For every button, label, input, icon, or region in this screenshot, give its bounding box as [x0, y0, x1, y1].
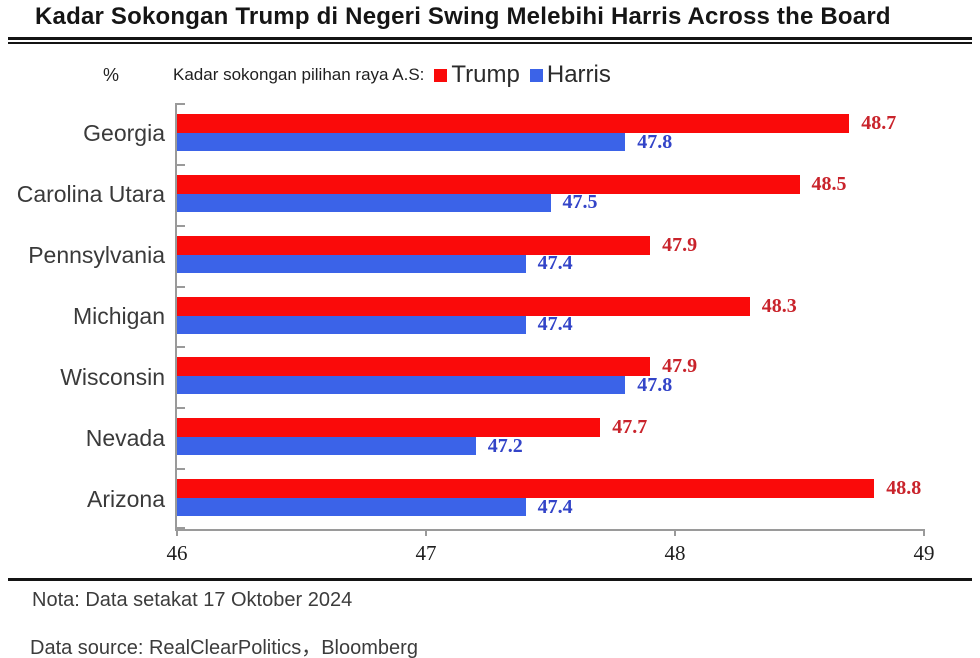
bar-harris [177, 437, 476, 456]
y-axis-tick [177, 224, 185, 227]
bar-value-label: 48.3 [761, 294, 797, 317]
bar-trump [177, 357, 651, 377]
y-axis-tick [177, 163, 185, 166]
chart-title: Kadar Sokongan Trump di Negeri Swing Mel… [35, 3, 891, 30]
bar-value-label: 47.9 [662, 233, 698, 256]
bar-value-label: 47.8 [637, 130, 673, 153]
bar-trump [177, 235, 651, 255]
bar-value-label: 48.8 [886, 477, 922, 500]
bar-value-label: 48.5 [811, 172, 847, 195]
bar-value-label: 47.4 [537, 495, 573, 518]
bar-harris [177, 315, 526, 334]
bar-value-label: 47.4 [537, 313, 573, 336]
category-label: Arizona [87, 485, 165, 512]
bar-value-label: 47.7 [612, 416, 648, 439]
legend-entry-trump: Trump [434, 61, 520, 89]
x-axis-tick-label: 47 [415, 541, 437, 565]
bar-value-label: 47.5 [562, 191, 598, 214]
data-source: Data source: RealClearPolitics，Bloomberg [30, 637, 418, 658]
bar-value-label: 47.4 [537, 252, 573, 275]
harris-color-swatch-icon [529, 68, 543, 82]
footer-divider-line [8, 578, 972, 581]
y-axis-tick [177, 285, 185, 288]
bar-trump [177, 418, 601, 438]
x-axis-tick-label: 48 [664, 541, 686, 565]
footnote: Nota: Data setakat 17 Oktober 2024 [32, 589, 353, 611]
bar-harris [177, 376, 626, 395]
legend-label-harris: Harris [546, 61, 611, 88]
bar-harris [177, 498, 526, 517]
legend-caption: Kadar sokongan pilihan raya A.S: [173, 65, 425, 84]
x-axis-tick-label: 49 [913, 541, 935, 565]
y-axis-tick [177, 407, 185, 410]
category-label: Wisconsin [60, 363, 165, 390]
bar-trump [177, 114, 850, 133]
y-axis-tick [177, 468, 185, 471]
category-label: Michigan [72, 303, 165, 329]
plot-area: Georgia 48.7 47.8 Carolina Utara 48.5 47.5 Pen… [17, 103, 935, 565]
y-axis-tick [177, 103, 185, 105]
x-axis-tick [923, 529, 925, 536]
y-axis-tick [177, 346, 185, 349]
title-divider-line [8, 37, 972, 44]
bar-harris [177, 193, 551, 212]
bar-value-label: 47.8 [637, 373, 673, 396]
category-label: Carolina Utara [16, 181, 165, 208]
bar-harris [177, 254, 526, 273]
category-label: Georgia [83, 120, 165, 147]
x-axis-tick [673, 529, 676, 536]
legend-label-trump: Trump [451, 61, 520, 88]
bar-trump [177, 296, 750, 316]
x-axis-tick-label: 46 [166, 541, 188, 565]
bar-value-label: 48.7 [861, 112, 897, 134]
legend-entry-harris: Harris [529, 61, 611, 89]
bar-value-label: 47.9 [662, 355, 698, 378]
legend: % Kadar sokongan pilihan raya A.S: Trump… [103, 58, 611, 92]
y-axis-unit-label: % [103, 64, 120, 85]
bar-trump [177, 174, 800, 194]
x-axis-tick [424, 529, 427, 536]
bar-value-label: 47.2 [487, 434, 523, 457]
category-label: Pennsylvania [28, 242, 165, 269]
bar-trump [177, 479, 875, 499]
y-axis-tick [177, 527, 185, 529]
bar-harris [177, 133, 626, 151]
x-axis-tick [176, 529, 178, 536]
trump-color-swatch-icon [434, 68, 448, 82]
category-label: Nevada [85, 424, 165, 451]
